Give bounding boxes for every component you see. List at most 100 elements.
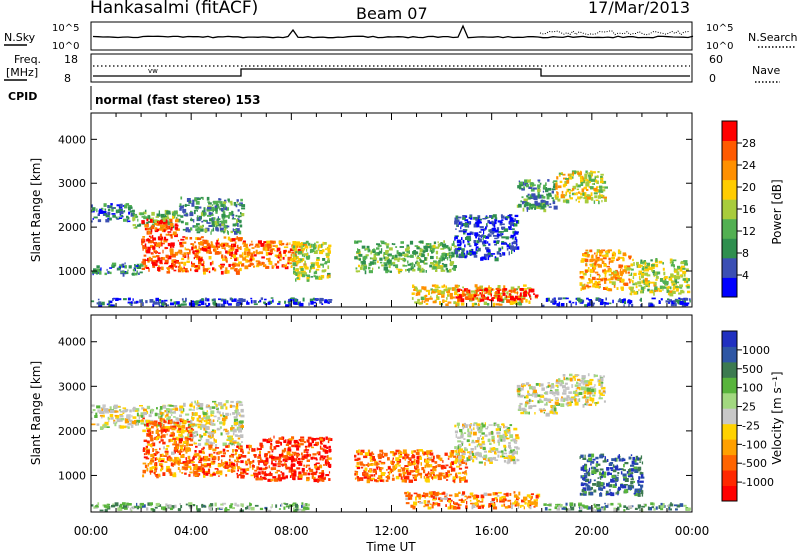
- data-cell: [183, 214, 188, 217]
- data-cell: [229, 297, 232, 301]
- data-cell: [673, 276, 677, 280]
- data-cell: [95, 270, 98, 275]
- data-cell: [171, 451, 175, 455]
- data-cell: [681, 267, 686, 270]
- data-cell: [111, 207, 115, 209]
- data-cell: [507, 499, 512, 502]
- data-cell: [585, 183, 590, 187]
- data-cell: [609, 260, 614, 263]
- data-cell: [255, 472, 259, 476]
- data-cell: [217, 203, 220, 208]
- data-cell: [499, 496, 503, 501]
- data-cell: [216, 470, 219, 475]
- data-cell: [363, 455, 368, 459]
- data-cell: [579, 196, 583, 199]
- nsky-trace: [92, 24, 694, 39]
- data-cell: [519, 288, 524, 291]
- data-cell: [146, 440, 150, 444]
- data-cell: [142, 248, 144, 251]
- data-cell: [433, 241, 437, 245]
- data-cell: [281, 242, 285, 246]
- data-cell: [609, 281, 612, 284]
- data-cell: [243, 251, 247, 256]
- data-cell: [523, 506, 525, 510]
- data-cell: [604, 254, 609, 258]
- data-cell: [193, 442, 198, 445]
- data-cell: [328, 247, 331, 250]
- data-cell: [611, 272, 614, 275]
- data-cell: [202, 471, 207, 474]
- data-cell: [285, 463, 287, 466]
- data-cell: [511, 250, 513, 254]
- data-cell: [240, 425, 244, 428]
- data-cell: [356, 450, 360, 454]
- data-cell: [481, 498, 484, 502]
- data-cell: [235, 302, 240, 307]
- data-cell: [581, 177, 585, 181]
- data-cell: [298, 443, 301, 446]
- data-cell: [381, 241, 384, 243]
- data-cell: [97, 213, 100, 216]
- data-cell: [179, 444, 184, 447]
- data-cell: [435, 250, 439, 255]
- data-cell: [293, 470, 297, 474]
- data-cell: [213, 441, 215, 444]
- data-cell: [146, 419, 151, 422]
- data-cell: [253, 300, 257, 304]
- data-cell: [139, 212, 145, 216]
- data-cell: [449, 462, 452, 467]
- data-cell: [595, 199, 599, 201]
- data-cell: [410, 268, 413, 271]
- data-cell: [384, 259, 387, 262]
- data-cell: [146, 222, 149, 225]
- data-cell: [235, 441, 240, 444]
- data-cell: [213, 438, 215, 441]
- data-cell: [396, 461, 399, 465]
- data-cell: [273, 435, 275, 439]
- data-cell: [672, 300, 675, 303]
- data-cell: [278, 453, 283, 457]
- data-cell: [300, 271, 304, 275]
- data-cell: [91, 417, 93, 420]
- data-cell: [277, 260, 280, 264]
- data-cell: [175, 301, 180, 305]
- data-cell: [562, 297, 567, 300]
- data-cell: [184, 466, 187, 471]
- data-cell: [283, 440, 287, 443]
- data-cell: [620, 264, 624, 268]
- data-cell: [109, 205, 113, 209]
- data-cell: [648, 304, 651, 307]
- data-cell: [267, 451, 271, 454]
- data-cell: [462, 229, 466, 231]
- data-cell: [686, 279, 688, 284]
- data-cell: [453, 240, 455, 244]
- data-cell: [569, 173, 572, 177]
- data-cell: [289, 248, 295, 252]
- data-cell: [458, 476, 461, 479]
- data-cell: [225, 465, 230, 468]
- data-cell: [521, 196, 524, 199]
- data-cell: [115, 209, 118, 214]
- data-cell: [489, 292, 492, 295]
- data-cell: [648, 281, 651, 284]
- data-cell: [150, 240, 154, 244]
- data-cell: [642, 279, 645, 283]
- data-cell: [306, 277, 310, 280]
- data-cell: [478, 231, 482, 233]
- data-cell: [598, 298, 602, 302]
- data-cell: [414, 465, 416, 469]
- data-cell: [617, 275, 620, 278]
- data-cell: [170, 409, 173, 413]
- data-cell: [233, 269, 237, 272]
- data-cell: [677, 265, 681, 269]
- data-cell: [98, 269, 101, 271]
- data-cell: [498, 231, 503, 233]
- data-cell: [381, 451, 384, 455]
- data-cell: [662, 280, 667, 284]
- data-cell: [426, 476, 430, 480]
- data-cell: [199, 426, 202, 430]
- data-cell: [255, 265, 260, 268]
- data-cell: [230, 465, 233, 469]
- data-cell: [282, 455, 287, 458]
